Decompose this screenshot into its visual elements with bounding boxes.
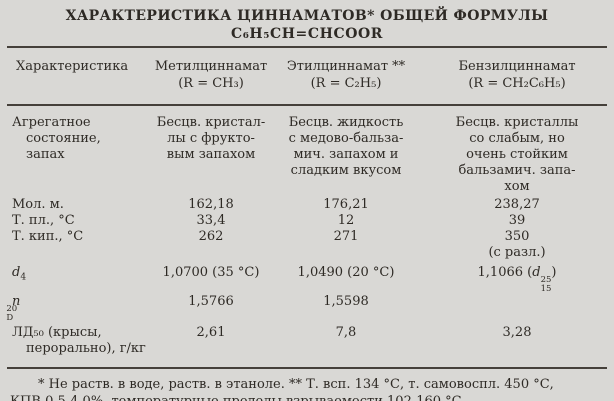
density-ethyl: 1,0490 (20 °С) (297, 265, 395, 280)
header-rule (7, 104, 607, 106)
header-benzyl-name: Бензилциннамат (458, 59, 576, 74)
molecular-mass-methyl: 162,18 (188, 197, 234, 212)
header-ethyl-name: Этилциннамат ** (286, 59, 406, 74)
footnote: * Не раств. в воде, раств. в этаноле. **… (10, 377, 554, 401)
table-row-aggregate-state: Агрегатное состояние, запах Бесцв. крист… (0, 115, 614, 195)
melting-point-benzyl: 39 (508, 213, 526, 228)
molecular-mass-ethyl: 176,21 (323, 197, 369, 212)
page-title-formula: C₆H₅CH=CHCOOR (230, 26, 384, 42)
aggregate-state-methyl: Бесцв. кристал- лы с фрукто- вым запахом (156, 115, 266, 162)
header-ethyl-cinnamate: Этилциннамат ** (R = C₂H₅) (272, 58, 420, 92)
molecular-mass-benzyl: 238,27 (494, 197, 540, 212)
row-label-refractive-index: n 20 D (6, 294, 21, 323)
density-benzyl-sub: 15 (540, 284, 552, 294)
density-benzyl-prefix: 1,1066 ( (477, 265, 533, 280)
density-benzyl-suffix: ) (551, 265, 557, 280)
boiling-point-methyl: 262 (198, 229, 224, 244)
table-row-molecular-mass: Мол. м. 162,18 176,21 238,27 (0, 197, 614, 213)
density-benzyl-supsub: 25 15 (541, 276, 552, 294)
boiling-point-benzyl: 350 (с разл.) (488, 229, 546, 260)
density-symbol-sub: 4 (20, 272, 27, 283)
page-title: ХАРАКТЕРИСТИКА ЦИННАМАТОВ* ОБЩЕЙ ФОРМУЛЫ (65, 8, 549, 24)
density-benzyl: 1,1066 (d 25 15) (420, 265, 614, 294)
table-row-boiling-point: Т. кип., °С 262 271 350 (с разл.) (0, 229, 614, 261)
density-benzyl-sup: 25 (540, 275, 552, 285)
ld50-methyl: 2,61 (196, 325, 226, 340)
ld50-benzyl: 3,28 (502, 325, 532, 340)
row-label-melting-point: Т. пл., °С (12, 213, 75, 228)
row-label-density: d4 (0, 265, 150, 286)
header-methyl-cinnamate: Метилциннамат (R = CH₃) (150, 58, 272, 92)
melting-point-ethyl: 12 (337, 213, 355, 228)
table-row-ld50: ЛД₅₀ (крысы, перорально), г/кг 2,61 7,8 … (0, 325, 614, 357)
table-row-density: d4 1,0700 (35 °С) 1,0490 (20 °С) 1,1066 … (0, 265, 614, 294)
table-body: Агрегатное состояние, запах Бесцв. крист… (0, 106, 614, 357)
density-symbol: d (12, 265, 21, 280)
refractive-symbol: n (12, 294, 21, 309)
bottom-rule (7, 367, 607, 369)
melting-point-methyl: 33,4 (196, 213, 226, 228)
header-methyl-name: Метилциннамат (154, 59, 268, 74)
table-row-melting-point: Т. пл., °С 33,4 12 39 (0, 213, 614, 229)
header-characteristic: Характеристика (16, 59, 129, 74)
row-label-ld50: ЛД₅₀ (крысы, перорально), г/кг (12, 325, 146, 356)
aggregate-state-benzyl: Бесцв. кристаллы со слабым, но очень сто… (455, 115, 579, 194)
boiling-point-ethyl: 271 (333, 229, 359, 244)
density-methyl: 1,0700 (35 °С) (162, 265, 260, 280)
density-benzyl-symbol: d (532, 265, 541, 280)
ld50-ethyl: 7,8 (335, 325, 357, 340)
row-label-boiling-point: Т. кип., °С (12, 229, 84, 244)
header-benzyl-formula: (R = CH₂C₆H₅) (468, 76, 566, 91)
table-row-refractive-index: n 20 D 1,5766 1,5598 (0, 294, 614, 323)
header-benzyl-cinnamate: Бензилциннамат (R = CH₂C₆H₅) (420, 58, 614, 92)
header-ethyl-formula: (R = C₂H₅) (310, 76, 382, 91)
table-header: Характеристика Метилциннамат (R = CH₃) Э… (0, 48, 614, 92)
top-rule (7, 46, 607, 48)
header-methyl-formula: (R = CH₃) (178, 76, 244, 91)
row-label-aggregate-state: Агрегатное состояние, запах (12, 115, 101, 162)
refractive-index-ethyl: 1,5598 (323, 294, 369, 309)
refractive-index-methyl: 1,5766 (188, 294, 234, 309)
row-label-molecular-mass: Мол. м. (12, 197, 64, 212)
aggregate-state-ethyl: Бесцв. жидкость с медово-бальза- мич. за… (288, 115, 404, 178)
